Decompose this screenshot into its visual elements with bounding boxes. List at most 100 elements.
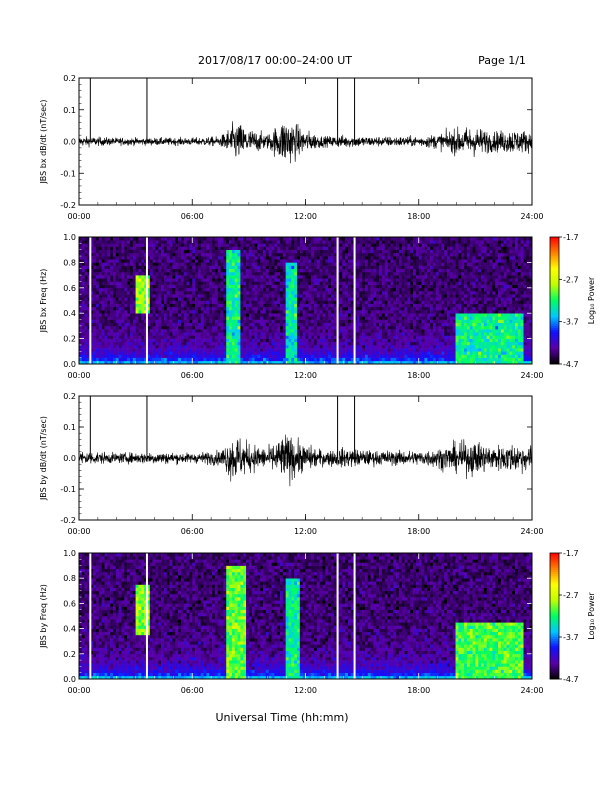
heat-cell [248,297,253,301]
heat-cell [206,325,210,330]
heat-cell [129,265,134,270]
heat-cell [367,294,371,298]
heat-cell [316,268,320,273]
heat-cell [390,316,394,320]
heat-cell [418,262,422,266]
heat-cell [313,348,318,352]
heat-cell [387,344,391,349]
heat-cell [124,335,128,339]
heat-cell [217,294,221,298]
heat-cell [132,335,136,339]
heat-cell [127,300,131,304]
heat-cell [308,237,312,241]
heat-cell [175,344,179,349]
heat-cell [172,252,176,257]
heat-cell [149,303,153,308]
heat-cell [231,284,236,289]
heat-cell [229,313,233,317]
heat-cell [260,300,264,304]
heat-cell [333,325,337,330]
heat-cell [197,344,202,349]
heat-cell [203,335,207,339]
heat-cell [138,297,142,301]
heat-cell [413,265,417,270]
heat-cell [291,252,295,257]
heat-cell [79,360,83,365]
heat-cell [180,360,185,365]
heat-cell [229,357,233,362]
heat-cell [180,252,185,257]
heat-cell [200,246,204,250]
heat-cell [305,300,309,304]
heat-cell [288,297,292,301]
heat-cell [152,306,156,311]
heat-cell [237,268,241,273]
heat-cell [197,338,202,343]
heat-cell [277,319,281,324]
heat-cell [313,332,318,336]
heat-cell [297,348,301,352]
heat-cell [373,313,377,317]
heat-cell [127,341,131,346]
heat-cell [192,240,196,244]
heat-cell [410,249,414,254]
heat-cell [166,278,170,282]
heat-cell [330,290,335,295]
heat-cell [288,306,292,311]
heat-cell [339,262,343,266]
heat-cell [240,338,244,343]
heat-cell [178,249,182,254]
heat-cell [178,240,182,244]
heat-cell [313,287,318,292]
heat-cell [229,290,233,295]
heat-cell [291,303,295,308]
heat-cell [364,310,369,314]
heat-cell [209,319,213,324]
heat-cell [302,262,306,266]
heat-cell [381,313,386,317]
heat-cell [398,287,403,292]
heat-cell [175,303,179,308]
heat-cell [124,256,128,260]
heat-cell [339,281,343,285]
heat-cell [183,338,187,343]
heat-cell [237,240,241,244]
heat-cell [325,294,329,298]
heat-cell [220,348,224,352]
heat-cell [297,284,301,289]
heat-cell [146,360,151,365]
heat-cell [87,265,91,270]
heat-cell [274,271,278,276]
heat-cell [141,297,145,301]
heat-cell [231,344,236,349]
heat-cell [404,354,408,358]
heat-cell [410,265,414,270]
heat-cell [370,335,374,339]
heat-cell [260,259,264,263]
heat-cell [112,325,117,330]
heat-cell [149,338,153,343]
heat-cell [209,338,213,343]
heat-cell [356,354,360,358]
heat-cell [398,284,403,289]
heat-cell [277,351,281,355]
heat-cell [234,281,238,285]
heat-cell [322,348,326,352]
heat-cell [359,306,363,311]
heat-cell [135,325,139,330]
heat-cell [183,357,187,362]
heat-cell [172,287,176,292]
heat-cell [141,275,145,279]
heat-cell [84,259,88,263]
heat-cell [220,329,224,333]
heat-cell [294,325,298,330]
heat-cell [407,297,411,301]
heat-cell [359,338,363,343]
heat-cell [223,354,227,358]
heat-cell [299,338,303,343]
heat-cell [246,237,250,241]
heat-cell [350,265,354,270]
heat-cell [410,262,414,266]
heat-cell [356,287,360,292]
heat-cell [302,237,306,241]
